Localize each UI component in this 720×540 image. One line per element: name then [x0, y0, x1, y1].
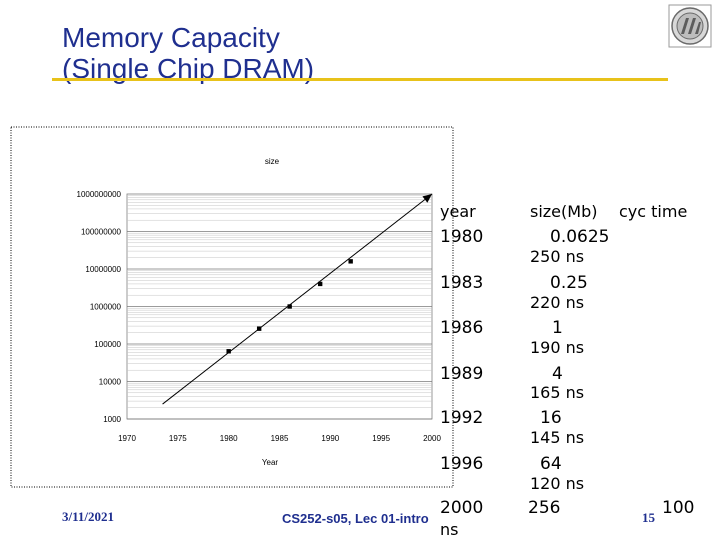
table-cell-size: 256: [528, 498, 561, 518]
title-line-1: Memory Capacity: [62, 22, 280, 53]
x-axis-ticks: 1970 1975 1980 1985 1990 1995 2000: [118, 434, 441, 443]
x-tick-label: 1980: [220, 434, 238, 443]
table-cell-size: 4: [552, 364, 563, 384]
table-cell-size: 1: [552, 318, 563, 338]
trend-arrow-head: [422, 194, 432, 203]
table-cell-year: 1992: [440, 408, 484, 428]
x-tick-label: 1985: [271, 434, 289, 443]
table-cell-size: 64: [540, 454, 562, 474]
table-cell-cycle-time: 220 ns: [530, 293, 585, 312]
table-cell-size: 0.0625: [550, 227, 610, 247]
footer-course: CS252-s05, Lec 01-intro: [282, 511, 429, 526]
header-size: size(Mb): [530, 202, 598, 221]
y-tick-label: 1000000: [90, 303, 122, 312]
chart: size 1000 10000 100000 1000000 10000000 10000…: [10, 126, 454, 488]
table-cell-year: 1983: [440, 273, 484, 293]
data-point: [348, 259, 353, 264]
table-cell-cycle-time: 190 ns: [530, 338, 585, 357]
title-underline: [52, 78, 668, 81]
slide-title: Memory Capacity (Single Chip DRAM): [62, 22, 314, 84]
table-cell-cycle-time-value: 100: [662, 498, 695, 518]
data-points: [226, 259, 353, 354]
table-cell-cycle-time: ns: [440, 520, 459, 539]
y-tick-label: 1000: [103, 415, 121, 424]
data-point: [287, 304, 292, 309]
table-cell-cycle-time: 250 ns: [530, 247, 585, 266]
trend-line: [162, 193, 433, 405]
table-cell-cycle-time: 120 ns: [530, 474, 585, 493]
table-cell-size: 16: [540, 408, 562, 428]
x-tick-label: 1995: [372, 434, 390, 443]
table-cell-cycle-time: 165 ns: [530, 383, 585, 402]
y-axis-ticks: 1000 10000 100000 1000000 10000000 100000000 1…: [77, 190, 122, 424]
table-cell-size: 0.25: [550, 273, 588, 293]
university-seal-icon: [668, 4, 712, 48]
table-cell-year: 1989: [440, 364, 484, 384]
x-tick-label: 1990: [321, 434, 339, 443]
y-tick-label: 1000000000: [77, 190, 122, 199]
table-cell-year: 1980: [440, 227, 484, 247]
page-number: 15: [642, 510, 655, 525]
data-point: [317, 281, 323, 287]
table-cell-cycle-time: 145 ns: [530, 428, 585, 447]
footer-date: 3/11/2021: [62, 509, 115, 524]
chart-title: size: [265, 157, 280, 166]
x-axis-label: Year: [262, 458, 279, 467]
header-year: year: [440, 202, 476, 221]
table-cell-year: 1996: [440, 454, 484, 474]
data-point: [226, 349, 231, 354]
y-tick-label: 100000000: [81, 228, 122, 237]
data-point: [256, 326, 262, 331]
y-tick-label: 100000: [94, 340, 121, 349]
x-tick-label: 1970: [118, 434, 136, 443]
x-tick-label: 1975: [169, 434, 187, 443]
x-tick-label: 2000: [423, 434, 441, 443]
gridlines: [127, 195, 432, 420]
table-cell-year: 2000: [440, 498, 484, 518]
y-tick-label: 10000: [99, 378, 122, 387]
trend-line-group: [162, 193, 433, 405]
table-cell-year: 1986: [440, 318, 484, 338]
header-cyc-time: cyc time: [619, 202, 688, 221]
y-tick-label: 10000000: [85, 265, 121, 274]
